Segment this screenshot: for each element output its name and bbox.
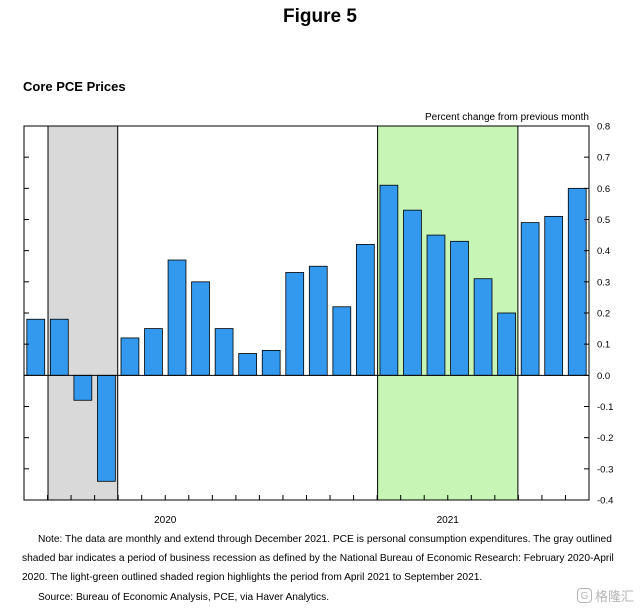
watermark-text: 格隆汇 (594, 589, 634, 604)
bar-dec-2020 (285, 272, 305, 376)
y-tick-label: -0.2 (597, 433, 613, 444)
bar-feb-2020 (49, 318, 69, 376)
y-tick-label: 0.6 (597, 184, 610, 195)
bar-may-2020 (120, 337, 140, 376)
highlight-shading (377, 125, 519, 501)
bar-jun-2020 (144, 328, 163, 376)
figure-title: Figure 5 (283, 6, 357, 27)
bar-nov-2020 (261, 349, 281, 376)
bar-sep-2021 (497, 312, 516, 376)
bar-jan-2021 (308, 265, 328, 376)
y-tick-label: -0.3 (597, 464, 613, 475)
y-tick-label: 0.3 (597, 277, 610, 288)
y-tick-label: 0.4 (597, 246, 610, 257)
y-tick-label: -0.1 (597, 402, 613, 413)
bar-jul-2021 (450, 240, 469, 376)
y-tick-label: 0.2 (597, 309, 610, 320)
bar-mar-2021 (356, 244, 375, 376)
bar-jul-2020 (167, 259, 187, 376)
bar-may-2021 (403, 209, 422, 376)
bar-dec-2021 (567, 187, 587, 376)
y-axis-label: Percent change from previous month (425, 112, 589, 123)
notes: Note: The data are monthly and extend th… (22, 530, 622, 607)
y-tick-label: 0.1 (597, 340, 610, 351)
chart-title: Core PCE Prices (23, 79, 126, 94)
x-year-label: 2021 (437, 515, 460, 526)
bar-jan-2020 (26, 318, 46, 376)
bar-apr-2021 (379, 184, 399, 376)
bar-mar-2020 (73, 374, 93, 401)
y-tick-label: -0.4 (597, 496, 613, 507)
bar-sep-2020 (214, 328, 234, 376)
y-tick-label: 0.0 (597, 371, 610, 382)
y-tick-label: 0.7 (597, 153, 610, 164)
bar-aug-2021 (473, 278, 493, 376)
y-tick-label: 0.8 (597, 122, 610, 133)
bar-jun-2021 (426, 234, 446, 376)
logo-icon: G (576, 588, 592, 603)
bar-oct-2020 (238, 353, 257, 376)
bar-aug-2020 (191, 281, 210, 376)
bar-nov-2021 (544, 215, 564, 376)
x-year-label: 2020 (154, 515, 177, 526)
y-tick-label: 0.5 (597, 215, 610, 226)
bar-feb-2021 (332, 306, 352, 376)
bar-oct-2021 (520, 222, 540, 376)
watermark: G 格隆汇 (576, 586, 634, 605)
source-text: Source: Bureau of Economic Analysis, PCE… (38, 591, 330, 603)
note-text: Note: The data are monthly and extend th… (22, 534, 614, 584)
bar-apr-2020 (97, 374, 116, 482)
